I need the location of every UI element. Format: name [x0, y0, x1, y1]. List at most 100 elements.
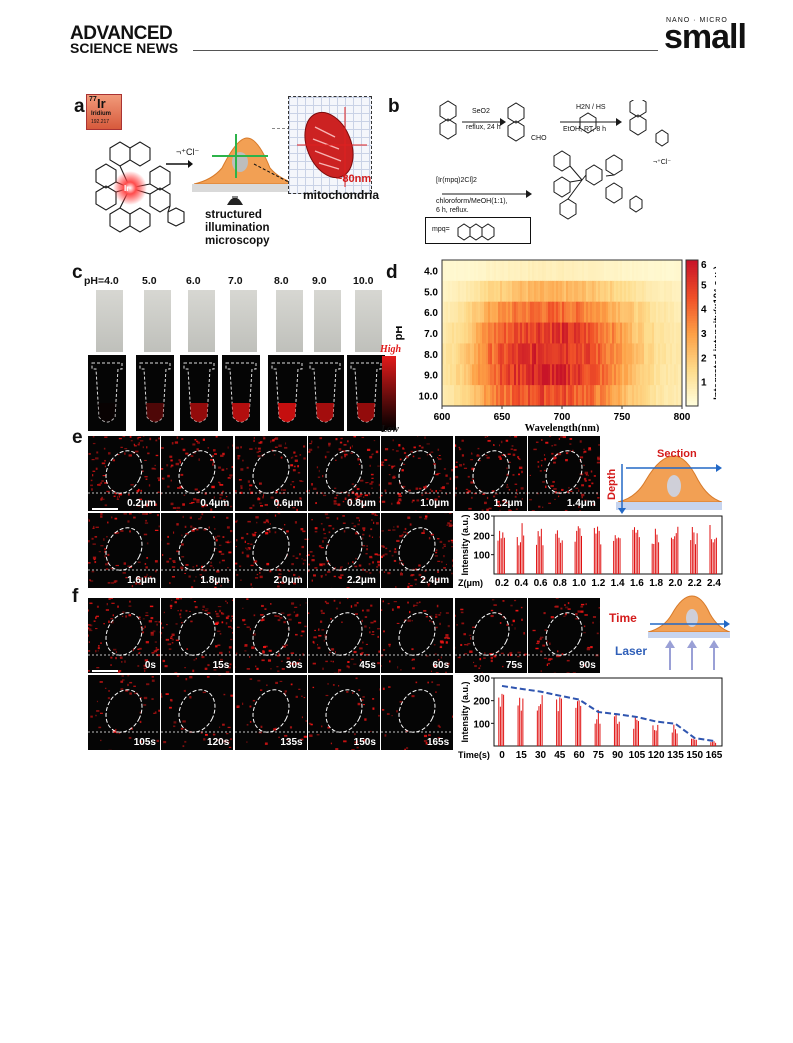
heatmap-cell [568, 301, 571, 324]
heatmap-cell [650, 385, 653, 407]
heatmap-cell [654, 280, 657, 303]
heatmap-cell [670, 301, 673, 324]
x-tick-label: 45 [554, 750, 566, 761]
heatmap-cell [668, 260, 671, 282]
heatmap-cell [674, 301, 677, 324]
heatmap-cell [566, 280, 569, 303]
microscopy-image: 1.4μm [512, 434, 615, 518]
heatmap-cell [594, 301, 597, 324]
heatmap-cell [536, 343, 539, 365]
heatmap-cell [616, 343, 619, 365]
heatmap-cell [580, 301, 583, 324]
heatmap-cell [550, 260, 553, 282]
microscopy-image-label: 15s [212, 660, 230, 671]
heatmap-cell [572, 260, 575, 282]
heatmap-cell [546, 260, 549, 282]
heatmap-cell [658, 385, 661, 407]
heatmap-cell [570, 364, 573, 386]
heatmap-cell [550, 301, 553, 324]
mitochondria-label: mitochondria [303, 188, 380, 202]
heatmap-cell [608, 322, 611, 344]
ph-label: pH=4.0 [84, 275, 119, 287]
heatmap-cell [538, 385, 541, 407]
heatmap-cell [662, 301, 665, 324]
heatmap-cell [504, 280, 507, 303]
heatmap-cell [566, 260, 569, 282]
heatmap-cell [652, 280, 655, 303]
heatmap-cell [462, 343, 465, 365]
heatmap-cell [604, 280, 607, 303]
heatmap-cell [520, 280, 523, 303]
element-symbol: Ir [97, 96, 106, 111]
heatmap-cell [558, 343, 561, 365]
x-tick-label: 105 [629, 750, 646, 761]
heatmap-cell [636, 260, 639, 282]
heatmap-cell [554, 364, 557, 386]
iridium-complex-structure: Ir [95, 141, 185, 233]
heatmap-cell [614, 343, 617, 365]
heatmap-cell [574, 364, 577, 386]
heatmap-cell [538, 280, 541, 303]
heatmap-cell [488, 260, 491, 282]
colorbar-step [686, 328, 698, 332]
heatmap-cell [460, 322, 463, 344]
heatmap-cell [470, 301, 473, 324]
header-rule [193, 50, 658, 51]
heatmap-cell [542, 260, 545, 282]
heatmap-cell [462, 385, 465, 407]
colorbar-step [686, 398, 698, 402]
heatmap-cell [514, 343, 517, 365]
heatmap-cell [460, 301, 463, 324]
heatmap-cell [664, 260, 667, 282]
heatmap-cell [528, 364, 531, 386]
heatmap-cell [610, 364, 613, 386]
heatmap-cell [586, 343, 589, 365]
heatmap-cell [492, 260, 495, 282]
x-axis-label: Z(μm) [458, 578, 483, 588]
heatmap-cell [580, 385, 583, 407]
heatmap-cell [626, 322, 629, 344]
heatmap-cell [454, 260, 457, 282]
heatmap-cell [532, 343, 535, 365]
heatmap-cell [556, 364, 559, 386]
heatmap-cell [572, 280, 575, 303]
x-tick-label: 0 [499, 750, 505, 761]
heatmap-cell [530, 364, 533, 386]
chart-frame [493, 677, 723, 747]
heatmap-cell [578, 322, 581, 344]
heatmap-cell [468, 385, 471, 407]
heatmap-cell [522, 364, 525, 386]
heatmap-cell [466, 343, 469, 365]
colorbar-step [686, 347, 698, 351]
heatmap-cell [654, 385, 657, 407]
heatmap-cell [522, 343, 525, 365]
heatmap-cell [520, 322, 523, 344]
heatmap-cell [576, 301, 579, 324]
scale-low-label: Low [381, 424, 399, 435]
heatmap-cell [650, 364, 653, 386]
heatmap-cell [670, 322, 673, 344]
heatmap-cell [604, 343, 607, 365]
heatmap-cell [512, 343, 515, 365]
heatmap-cell [544, 364, 547, 386]
chart-frame [493, 515, 723, 575]
heatmap-cell [554, 301, 557, 324]
heatmap-cell [646, 280, 649, 303]
heatmap-cell [598, 364, 601, 386]
colorbar-step [686, 291, 698, 295]
heatmap-cell [632, 260, 635, 282]
colorbar-step [686, 403, 698, 407]
panel-a-arrow [166, 160, 193, 168]
heatmap-cell [640, 260, 643, 282]
heatmap-cell [660, 280, 663, 303]
y-axis-label: Intensity (a.u.) [460, 681, 470, 742]
x-tick-label: 1.6 [630, 578, 644, 588]
heatmap-cell [668, 385, 671, 407]
heatmap-cell [568, 364, 571, 386]
colorbar-step [686, 279, 698, 283]
colorbar-step [686, 267, 698, 271]
heatmap-cell [614, 322, 617, 344]
heatmap-cell [594, 260, 597, 282]
heatmap-cell [552, 364, 555, 386]
heatmap-cell [450, 322, 453, 344]
